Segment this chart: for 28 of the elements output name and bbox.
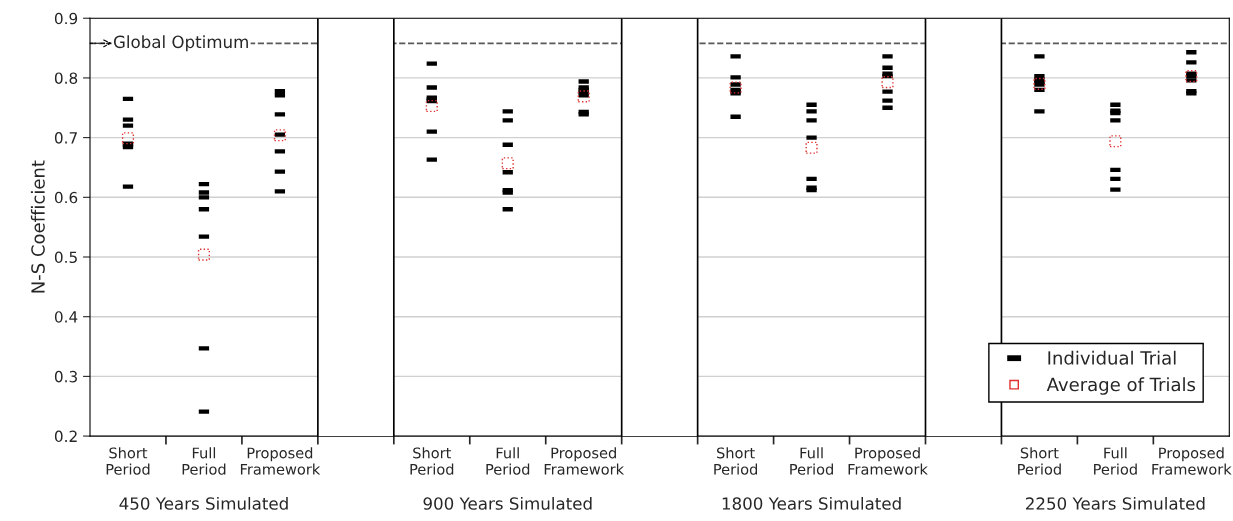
legend-label: Average of Trials [1046,377,1196,395]
x-tick-label: Proposed Framework [1152,447,1232,475]
x-tick-label: Proposed Framework [848,447,928,475]
x-tick-label: Short Period [714,447,758,475]
y-tick-label: 0.8 [54,72,78,84]
y-tick-label: 0.7 [54,132,77,144]
y-tick-label: 0.9 [54,12,78,25]
y-tick-label: 0.6 [54,191,78,204]
y-tick-label: 0.3 [54,370,77,383]
x-tick-label: Short Period [410,447,454,475]
y-tick-label: 0.4 [54,311,78,323]
x-tick-label: Proposed Framework [544,447,625,475]
text: 1800 Years Simulated [722,496,901,510]
ref-line-label: Global Optimum [113,35,248,52]
y-axis-title: N-S Coefficient [30,160,45,293]
x-tick-label: Short Period [1018,447,1061,475]
x-tick-label: Full Period [1094,447,1137,475]
x-tick-label: Full Period [790,447,833,475]
legend-label: Individual Trial [1048,350,1176,365]
text: 2250 Years Simulated [1025,496,1205,510]
x-tick-label: Full Period [486,447,530,475]
y-tick-label: 0.2 [54,430,77,443]
x-tick-label: Short Period [106,447,150,475]
y-tick-label: 0.5 [54,251,77,264]
x-tick-label: Proposed Framework [240,447,321,475]
text: 450 Years Simulated [119,496,288,510]
text: 900 Years Simulated [423,496,592,510]
x-tick-label: Full Period [182,447,226,475]
